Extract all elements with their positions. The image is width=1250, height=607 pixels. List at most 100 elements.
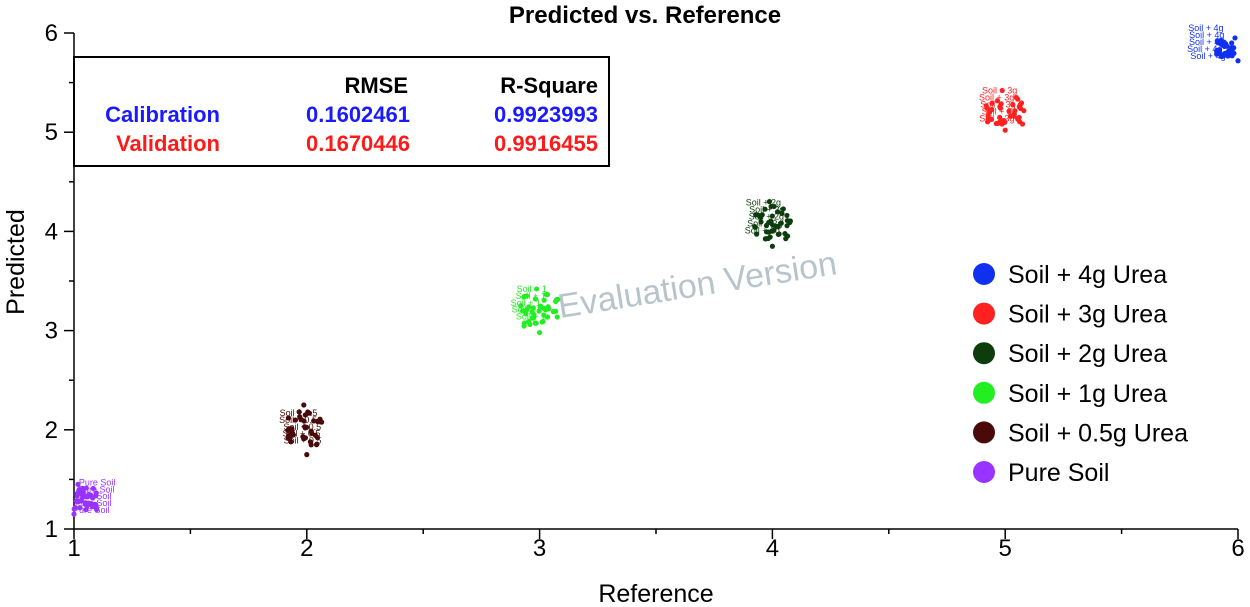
data-point [771, 227, 777, 233]
stats-calibration-rmse: 0.1602461 [306, 102, 410, 127]
point-label: Pure Soil [75, 491, 112, 501]
data-point [1214, 49, 1220, 55]
data-point [1017, 101, 1023, 108]
data-point [74, 491, 80, 497]
y-tick-label: 3 [45, 318, 58, 345]
data-point [768, 218, 774, 224]
data-point [999, 87, 1005, 94]
y-tick-label: 1 [45, 516, 58, 543]
data-point [780, 206, 786, 212]
data-point [529, 315, 535, 321]
point-label: Pure Soil [79, 477, 116, 487]
data-point [989, 100, 995, 106]
chart-title: Predicted vs. Reference [509, 2, 781, 29]
point-label: Soil + 0.5 [283, 422, 321, 432]
point-label: Soil + 1 [512, 305, 542, 315]
data-point [80, 489, 86, 495]
point-label: Soil + 4g [1189, 30, 1224, 40]
data-point [1015, 96, 1021, 102]
data-point [521, 320, 527, 326]
stats-header-rmse: RMSE [344, 73, 408, 98]
point-label: Soil + 2g [749, 211, 784, 221]
stats-header-r-square: R-Square [500, 73, 598, 98]
data-point [312, 432, 318, 438]
data-point [536, 308, 542, 314]
data-point [77, 505, 83, 511]
legend-label: Pure Soil [1008, 459, 1109, 487]
data-point [527, 321, 533, 327]
point-label: Soil + 1 [516, 312, 546, 322]
data-point [1222, 52, 1228, 58]
data-point [999, 118, 1005, 124]
data-point [532, 296, 539, 302]
point-label: Soil + 3g [979, 92, 1014, 102]
data-point [78, 498, 84, 504]
y-axis-label: Predicted [2, 209, 30, 315]
data-point [314, 441, 320, 447]
legend-label: Soil + 0.5g Urea [1008, 419, 1188, 447]
legend-marker [973, 342, 995, 365]
data-point [75, 481, 81, 487]
point-label: Soil + 1 [511, 298, 541, 308]
data-point [776, 231, 782, 237]
data-point [778, 220, 784, 226]
data-point [90, 485, 96, 492]
point-label: Soil + 1 [516, 291, 546, 301]
data-point [986, 116, 992, 122]
data-point [302, 424, 308, 430]
data-point [82, 500, 89, 506]
data-point [539, 319, 545, 325]
stats-row-label-calibration: Calibration [105, 102, 220, 127]
data-point [766, 199, 773, 205]
point-label: Soil + 0.5 [280, 408, 318, 418]
point-label: Soil + 4g [1187, 44, 1222, 54]
data-point [1215, 40, 1221, 46]
data-point [752, 223, 758, 230]
legend-marker [973, 421, 995, 444]
data-point [286, 426, 292, 432]
data-point [1229, 47, 1235, 53]
y-tick-label: 4 [45, 218, 58, 245]
data-point [774, 209, 781, 215]
data-point [1011, 111, 1017, 117]
legend-marker [973, 381, 995, 404]
stats-validation-r-square: 0.9916455 [494, 131, 598, 156]
data-point [537, 329, 543, 336]
data-point [300, 434, 306, 440]
x-axis-label: Reference [598, 580, 713, 607]
data-point [554, 314, 560, 320]
data-point [768, 203, 774, 210]
legend-label: Soil + 3g Urea [1008, 301, 1167, 329]
data-point [1002, 127, 1008, 133]
data-point [71, 511, 77, 517]
y-tick-label: 2 [45, 417, 58, 444]
data-point [983, 103, 989, 109]
y-tick-label: 6 [45, 20, 58, 47]
y-tick-label: 5 [45, 119, 58, 146]
legend-marker [973, 461, 995, 483]
data-point [762, 206, 768, 212]
legend-marker [973, 302, 995, 325]
stats-validation-rmse: 0.1670446 [306, 131, 410, 156]
data-point [987, 107, 993, 113]
x-tick-label: 3 [533, 535, 546, 562]
data-point [302, 412, 308, 418]
data-point [995, 120, 1001, 126]
data-point [783, 236, 789, 242]
data-point [1235, 58, 1241, 64]
data-point [1221, 43, 1228, 49]
data-point [1229, 40, 1235, 46]
data-point [755, 212, 761, 218]
data-point [1018, 105, 1024, 112]
data-point [521, 294, 527, 300]
data-point [1010, 102, 1016, 108]
point-label: Soil + 2g [745, 225, 780, 235]
stats-table-border [73, 56, 610, 167]
data-point [304, 452, 310, 458]
x-tick-label: 6 [1231, 535, 1244, 562]
point-label: Soil + 0.5 [283, 429, 321, 439]
